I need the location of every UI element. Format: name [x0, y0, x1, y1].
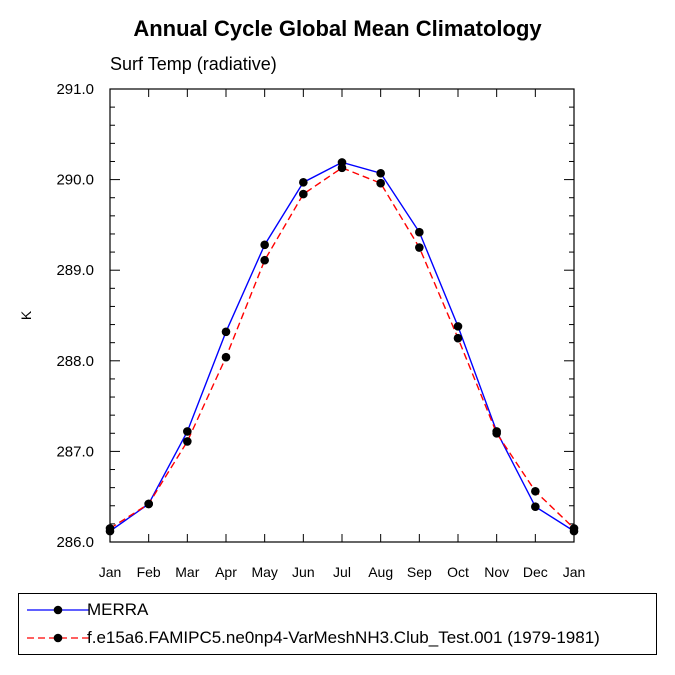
series-1-point: [376, 178, 385, 188]
x-tick-label: Feb: [137, 564, 161, 580]
y-tick-label: 290.0: [56, 172, 94, 189]
series-1-point: [415, 243, 424, 252]
legend-entry-merra: MERRA: [19, 599, 656, 621]
series-1-point: [531, 486, 540, 496]
plot-frame: [109, 88, 575, 543]
x-tick-label: Jan: [99, 564, 122, 580]
series-1-point: [260, 255, 269, 265]
x-tick-label: Oct: [447, 564, 469, 580]
chart-svg: Jan Feb Mar Apr May Jun Jul Aug Sep Oct Nov Dec Jan 2…: [18, 81, 586, 580]
series-0-point: [453, 322, 463, 331]
x-tick-label: May: [251, 564, 277, 580]
series-1-point: [569, 524, 579, 533]
x-tick-label: Jan: [563, 564, 586, 580]
series-0-point: [260, 240, 269, 250]
y-tick-label: 288.0: [56, 353, 94, 370]
legend-entry-model: f.e15a6.FAMIPC5.ne0np4-VarMeshNH3.Club_T…: [19, 627, 656, 649]
series-1-point: [221, 352, 231, 362]
series-1-point: [105, 524, 115, 533]
y-tick-label: 289.0: [56, 262, 94, 279]
x-tick-label: Jun: [292, 564, 315, 580]
x-tick-label: Sep: [407, 564, 432, 580]
series-0-point: [531, 502, 540, 511]
series-0-point: [376, 168, 385, 178]
x-tick-label: Mar: [175, 564, 199, 580]
series-1-point: [183, 437, 192, 446]
y-tick-label: 291.0: [56, 81, 94, 98]
legend-swatch-merra: [27, 605, 89, 615]
chart-subtitle: Surf Temp (radiative): [110, 54, 277, 74]
chart-title: Annual Cycle Global Mean Climatology: [133, 16, 542, 41]
series-0-point: [183, 427, 192, 436]
x-tick-label: Apr: [215, 564, 237, 580]
series-1-point: [337, 163, 347, 173]
series-1-point: [144, 499, 153, 509]
legend: MERRA f.e15a6.FAMIPC5.ne0np4-VarMeshNH3.…: [18, 593, 657, 655]
y-axis-label: K: [18, 310, 34, 320]
series-1-point: [299, 189, 308, 199]
legend-swatch-model: [27, 633, 89, 643]
y-tick-label: 286.0: [56, 534, 94, 551]
legend-label-merra: MERRA: [87, 600, 149, 619]
y-tick-label: 287.0: [56, 443, 94, 460]
series-line-0: [109, 161, 575, 532]
x-tick-label: Jul: [333, 564, 351, 580]
series-0-point: [415, 227, 424, 237]
series-0-point: [299, 178, 308, 187]
series-0-point: [221, 327, 231, 337]
x-tick-label: Aug: [368, 564, 393, 580]
x-tick-label: Dec: [523, 564, 548, 580]
legend-label-model: f.e15a6.FAMIPC5.ne0np4-VarMeshNH3.Club_T…: [87, 628, 600, 647]
x-tick-label: Nov: [484, 564, 509, 580]
series-1-point: [453, 333, 463, 343]
series-1-point: [492, 428, 501, 438]
series-line-1: [109, 167, 575, 530]
